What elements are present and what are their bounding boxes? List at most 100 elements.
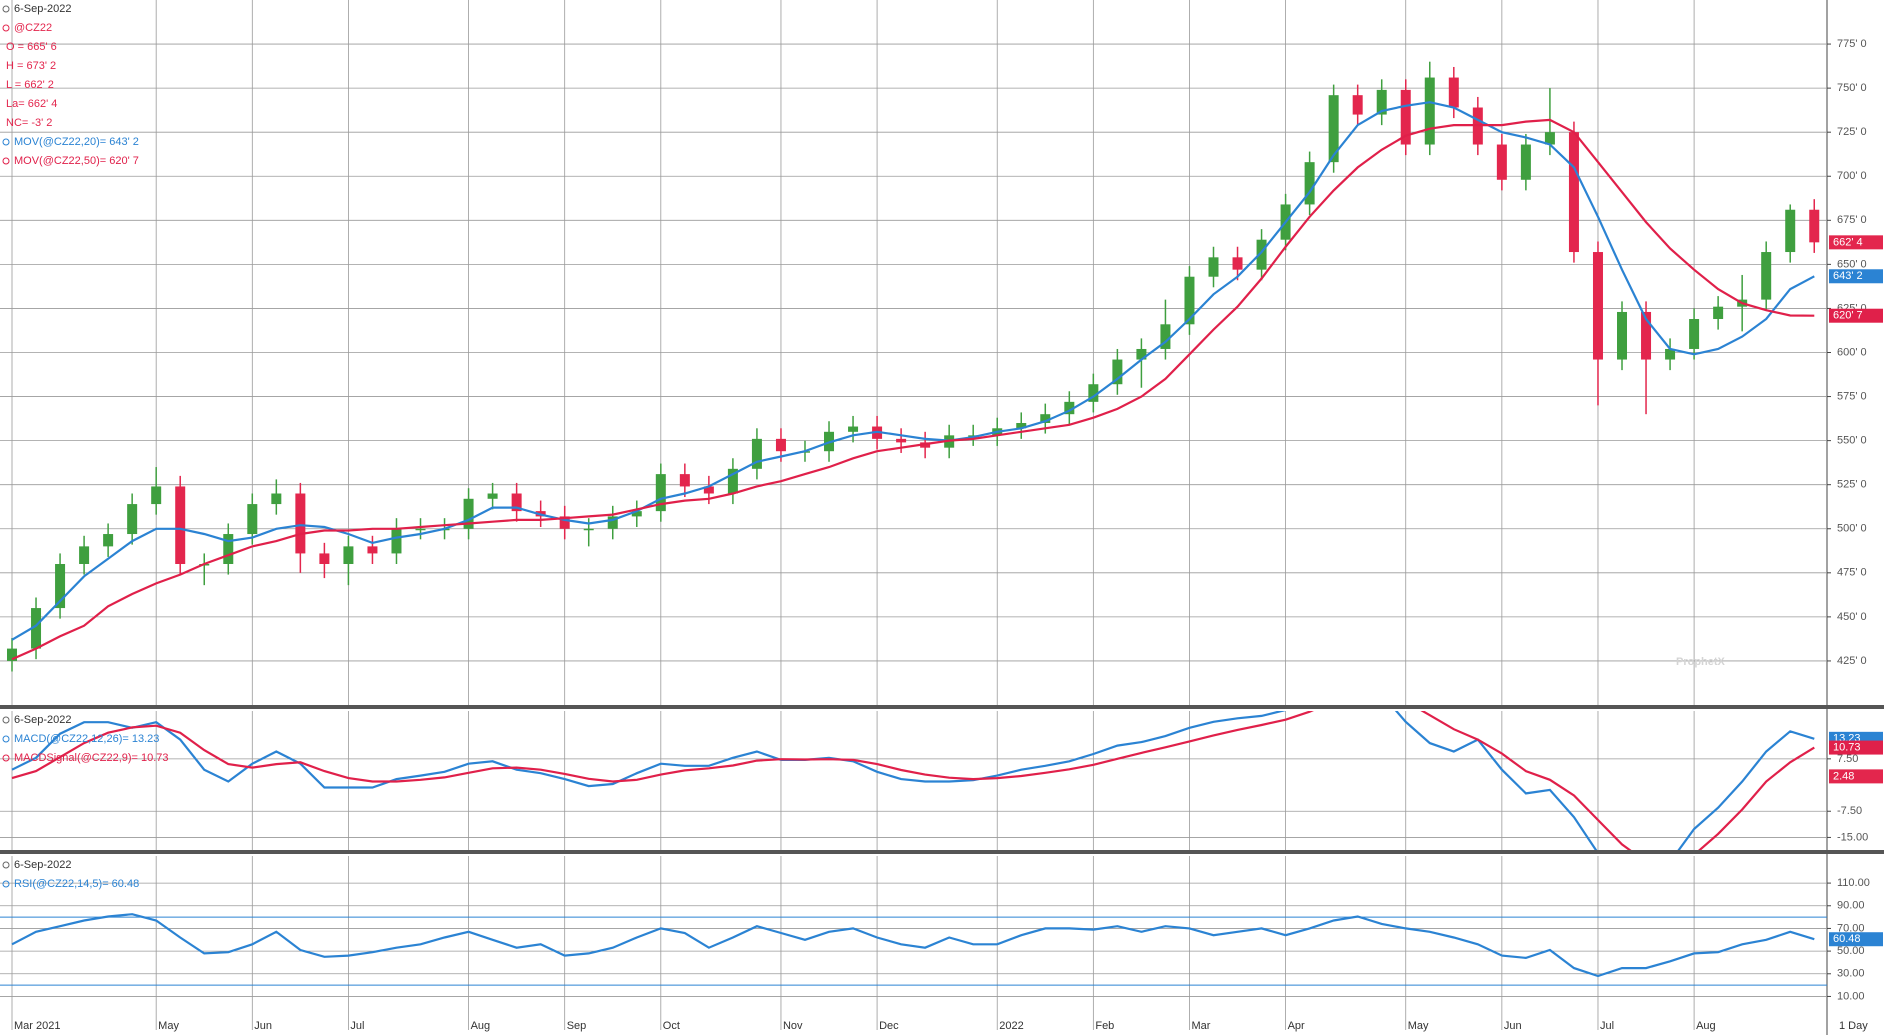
candle-body (1713, 306, 1724, 320)
value-badge (1829, 769, 1883, 784)
legend-icon (2, 716, 10, 724)
watermark: ProphetX (1676, 656, 1726, 668)
x-tick-label: Feb (1095, 1020, 1114, 1032)
candle-body (1617, 311, 1628, 360)
x-tick-label: Jun (254, 1020, 272, 1032)
panel-title: 6-Sep-2022 (14, 714, 72, 726)
x-tick-label: Aug (471, 1020, 491, 1032)
candle-body (1256, 239, 1267, 270)
candle-body (367, 546, 378, 554)
legend-icon (2, 754, 10, 762)
candle-body (1809, 209, 1820, 243)
y-tick-label: 475' 0 (1837, 567, 1867, 579)
panel-title: 6-Sep-2022 (14, 3, 72, 15)
plot-area (0, 0, 1827, 705)
candle-body (1328, 95, 1339, 163)
panel-separator (0, 705, 1884, 709)
x-tick-label: May (158, 1020, 179, 1032)
candle-body (247, 504, 258, 535)
y-tick-label: 725' 0 (1837, 126, 1867, 138)
plot-area (0, 711, 1827, 850)
candle-body (1761, 252, 1772, 300)
legend: 6-Sep-2022 RSI(@CZ22,14,5)= 60.48 (2, 859, 139, 890)
candle-body (55, 564, 66, 609)
x-tick-label: May (1408, 1020, 1429, 1032)
y-tick-label: 675' 0 (1837, 214, 1867, 226)
x-tick-label: Apr (1288, 1020, 1305, 1032)
candle-body (7, 648, 17, 661)
y-tick-label: 450' 0 (1837, 611, 1867, 623)
candle-body (415, 528, 426, 531)
candle-body (1544, 132, 1555, 145)
y-tick-label: 70.00 (1837, 922, 1865, 934)
candle-body (1232, 257, 1243, 270)
candle-body (1208, 257, 1219, 277)
legend-label: MOV(@CZ22,50)= 620' 7 (14, 155, 139, 167)
candle-body (295, 493, 306, 554)
x-tick-label: Sep (567, 1020, 587, 1032)
series-line (11, 913, 1815, 978)
legend: 6-Sep-2022 @CZ22 O = 665' 6 H = 673' 2 L = 6… (2, 3, 139, 167)
candle-body (1496, 144, 1507, 180)
value-badge (1829, 740, 1883, 755)
candle-body (391, 528, 402, 554)
candle-body (607, 516, 618, 529)
candle-body (1424, 77, 1435, 145)
candle-body (1184, 276, 1195, 325)
candle-body (1136, 348, 1147, 360)
legend-label: MACDSignal(@CZ22,9)= 10.73 (14, 752, 169, 764)
candle-body (1088, 384, 1099, 402)
candle-body (751, 438, 762, 469)
candle-body (1568, 132, 1579, 253)
y-tick-label: 650' 0 (1837, 258, 1867, 270)
info-label: NC= -3' 2 (6, 117, 52, 129)
info-label: L = 662' 2 (6, 79, 54, 91)
x-tick-label: Mar (1191, 1020, 1210, 1032)
legend-icon (2, 735, 10, 743)
y-tick-label: -15.00 (1837, 831, 1868, 843)
candle-body (559, 516, 570, 529)
info-label: La= 662' 4 (6, 98, 57, 110)
y-tick-label: 700' 0 (1837, 170, 1867, 182)
value-badge (1829, 308, 1883, 323)
interval-label: 1 Day (1839, 1020, 1868, 1032)
series-line (11, 711, 1815, 850)
value-badge-label: 10.73 (1833, 741, 1861, 753)
candle-body (1160, 324, 1171, 349)
series-line (11, 118, 1815, 661)
x-tick-label: Dec (879, 1020, 899, 1032)
y-tick-label: 575' 0 (1837, 390, 1867, 402)
x-tick-label: Aug (1696, 1020, 1716, 1032)
legend-icon (2, 138, 10, 146)
y-tick-label: -7.50 (1837, 805, 1862, 817)
candle-body (1304, 162, 1315, 205)
y-tick-label: 550' 0 (1837, 435, 1867, 447)
candle-body (848, 426, 859, 432)
candle-body (343, 546, 354, 564)
info-label: O = 665' 6 (6, 41, 57, 53)
y-tick-label: 600' 0 (1837, 346, 1867, 358)
candle-body (1352, 95, 1363, 115)
x-tick-label: 2022 (999, 1020, 1023, 1032)
candle-body (223, 534, 234, 564)
candle-body (463, 498, 474, 529)
candle-body (679, 474, 690, 487)
candle-body (1592, 252, 1603, 360)
candle-body (175, 486, 186, 564)
value-badge (1829, 932, 1883, 947)
legend-label: MACD(@CZ22,12,26)= 13.23 (14, 733, 159, 745)
panel-separator (0, 850, 1884, 854)
series-line (11, 711, 1815, 850)
candle-body (511, 493, 522, 512)
y-tick-label: 525' 0 (1837, 479, 1867, 491)
x-tick-label: Mar 2021 (14, 1020, 60, 1032)
x-tick-label: Jul (350, 1020, 364, 1032)
value-badge-label: 620' 7 (1833, 310, 1863, 322)
legend-icon (2, 880, 10, 888)
legend-icon (2, 5, 10, 13)
legend-label: MOV(@CZ22,20)= 643' 2 (14, 136, 139, 148)
candle-body (655, 474, 666, 512)
candle-body (319, 553, 330, 564)
candle-body (1689, 319, 1700, 349)
